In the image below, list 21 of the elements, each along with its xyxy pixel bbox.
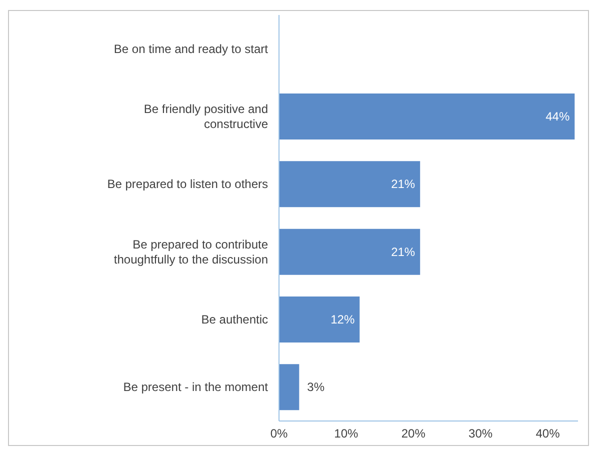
x-tick-label: 40% <box>536 426 560 441</box>
bar <box>279 364 300 410</box>
x-tick-label: 30% <box>468 426 493 441</box>
y-tick-label: Be authentic <box>201 312 268 326</box>
data-label: 21% <box>391 244 416 259</box>
data-label: 3% <box>307 380 325 394</box>
bar <box>279 296 360 342</box>
data-label: 12% <box>330 312 355 326</box>
x-tick-label: 0% <box>270 426 288 441</box>
bar <box>279 161 420 208</box>
bar <box>279 93 575 140</box>
x-tick-label: 20% <box>401 426 426 441</box>
data-label: 21% <box>391 177 416 192</box>
y-tick-label: Be on time and ready to start <box>114 42 269 56</box>
y-tick-label: Be prepared to contribute thoughtfully to the discussion <box>114 237 268 266</box>
y-tick-label: Be present - in the moment <box>123 380 269 394</box>
data-label: 44% <box>546 109 570 124</box>
bar <box>279 228 420 275</box>
y-tick-label: Be friendly positive and constructive <box>144 102 268 131</box>
y-tick-label: Be prepared to listen to others <box>107 177 268 192</box>
x-tick-label: 10% <box>334 426 359 441</box>
